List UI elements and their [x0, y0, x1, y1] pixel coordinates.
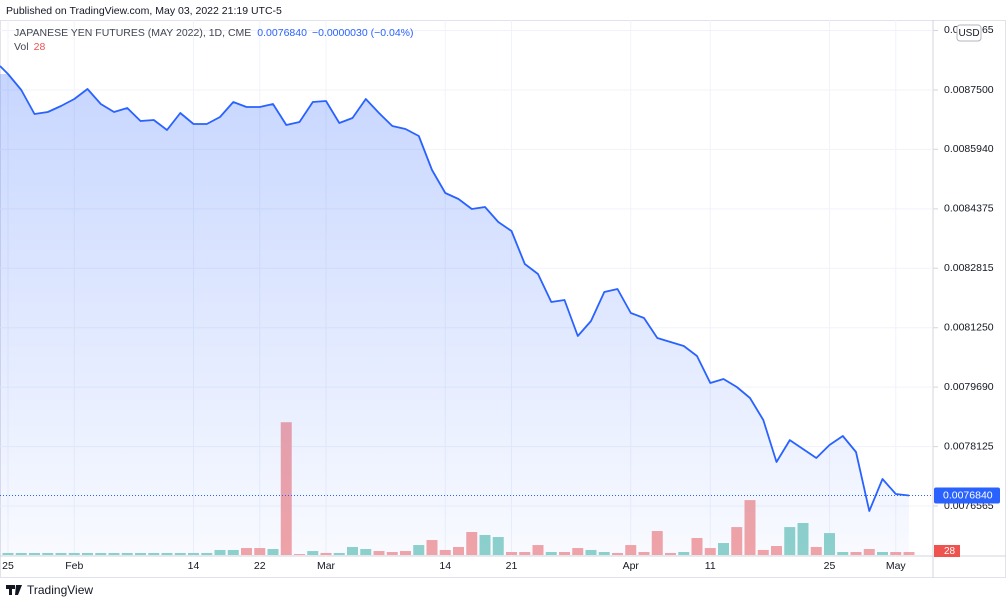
legend-change: −0.0000030 (−0.04%)	[312, 27, 414, 39]
axes: 0.00890650.00875000.00859400.00843750.00…	[2, 24, 1000, 572]
x-tick-label: Apr	[623, 560, 640, 572]
x-tick-label: 14	[188, 560, 200, 572]
legend-title: JAPANESE YEN FUTURES (MAY 2022), 1D, CME	[14, 27, 251, 39]
x-tick-label: 11	[705, 560, 716, 572]
currency-badge	[956, 24, 982, 42]
x-tick-label: 21	[506, 560, 518, 572]
x-tick-label: 25	[2, 560, 14, 572]
y-tick-label: 0.0081250	[944, 322, 994, 334]
x-tick-label: May	[886, 560, 907, 572]
area-fill	[0, 73, 909, 557]
y-tick-label: 0.0078125	[944, 440, 994, 452]
legend-volume-name: Vol	[14, 41, 29, 53]
y-tick-label: 0.0085940	[944, 143, 994, 155]
logo-icon	[6, 585, 22, 595]
footer-brand: TradingView	[27, 583, 93, 597]
x-tick-label: 22	[254, 560, 266, 572]
y-tick-label: 0.0079690	[944, 381, 994, 393]
price-line	[0, 65, 910, 512]
footer-logo	[6, 585, 22, 595]
x-tick-label: 14	[439, 560, 451, 572]
x-tick-label: Mar	[317, 560, 336, 572]
x-tick-label: Feb	[65, 560, 83, 572]
x-tick-label: 25	[824, 560, 836, 572]
y-tick-label: 0.0084375	[944, 203, 994, 215]
volume-badge-label: 28	[944, 546, 956, 557]
y-tick-label: 0.0087500	[944, 84, 994, 96]
legend-price: 0.0076840	[257, 27, 307, 39]
plot	[0, 65, 933, 557]
last-price-label: 0.0076840	[943, 489, 993, 501]
legend: JAPANESE YEN FUTURES (MAY 2022), 1D, CME…	[14, 27, 414, 53]
currency-label: USD	[958, 28, 979, 39]
y-tick-label: 0.0082815	[944, 262, 994, 274]
volume-badge	[934, 545, 960, 557]
legend-volume-value: 28	[34, 41, 46, 53]
last-price-badge	[934, 487, 1000, 504]
published-note: Published on TradingView.com, May 03, 20…	[6, 5, 282, 17]
